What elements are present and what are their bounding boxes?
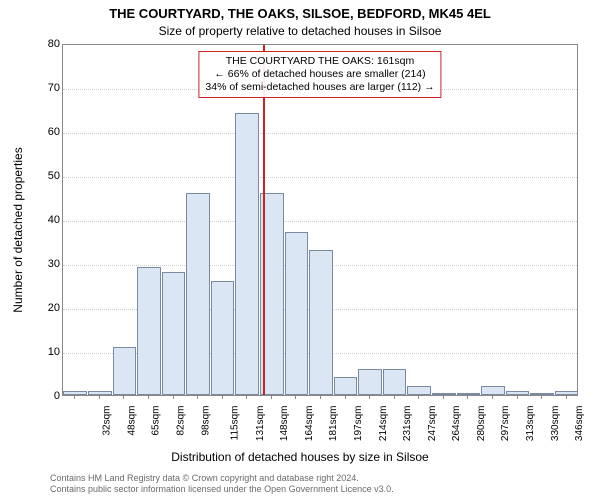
x-tick-mark [418,395,419,399]
x-tick-mark [197,395,198,399]
x-tick-label: 164sqm [304,406,315,442]
chart-title: THE COURTYARD, THE OAKS, SILSOE, BEDFORD… [0,6,600,21]
y-tick-label: 30 [30,258,60,270]
y-tick-label: 80 [30,38,60,50]
x-tick-mark [246,395,247,399]
x-tick-mark [394,395,395,399]
x-tick-label: 346sqm [574,406,585,442]
y-tick-label: 60 [30,126,60,138]
x-tick-mark [517,395,518,399]
x-tick-mark [467,395,468,399]
x-tick-label: 313sqm [525,406,536,442]
x-tick-label: 264sqm [451,406,462,442]
license-text: Contains HM Land Registry data © Crown c… [50,473,394,494]
x-tick-label: 115sqm [229,406,240,441]
histogram-bar [309,250,333,395]
annotation-line: ← 66% of detached houses are smaller (21… [205,68,434,81]
gridline-h [63,133,577,134]
y-tick-label: 70 [30,82,60,94]
x-tick-label: 330sqm [550,406,561,442]
histogram-bar [88,391,112,395]
x-tick-label: 231sqm [402,406,413,442]
histogram-bar [235,113,259,395]
x-tick-mark [271,395,272,399]
annotation-line: THE COURTYARD THE OAKS: 161sqm [205,55,434,68]
gridline-h [63,221,577,222]
x-tick-mark [173,395,174,399]
x-tick-mark [492,395,493,399]
histogram-bar [432,393,456,395]
x-tick-label: 65sqm [151,406,162,436]
histogram-bar [113,347,137,395]
x-tick-mark [566,395,567,399]
y-tick-label: 40 [30,214,60,226]
histogram-bar [186,193,210,395]
x-tick-label: 32sqm [102,406,113,436]
x-tick-label: 131sqm [255,406,266,442]
x-tick-mark [369,395,370,399]
histogram-bar [383,369,407,395]
x-tick-mark [541,395,542,399]
gridline-h [63,177,577,178]
histogram-bar [407,386,431,395]
x-tick-mark [320,395,321,399]
x-tick-label: 82sqm [176,406,187,436]
y-tick-label: 0 [30,390,60,402]
x-tick-mark [148,395,149,399]
annotation-line: 34% of semi-detached houses are larger (… [205,81,434,94]
annotation-box: THE COURTYARD THE OAKS: 161sqm← 66% of d… [198,51,441,98]
x-tick-label: 197sqm [353,406,364,442]
histogram-bar [481,386,505,395]
x-axis-label: Distribution of detached houses by size … [0,450,600,464]
y-tick-label: 20 [30,302,60,314]
x-tick-label: 280sqm [476,406,487,442]
x-tick-mark [222,395,223,399]
x-tick-mark [74,395,75,399]
x-tick-mark [295,395,296,399]
x-tick-label: 148sqm [279,406,290,442]
x-tick-label: 247sqm [427,406,438,442]
histogram-bar [358,369,382,395]
histogram-bar [285,232,309,395]
histogram-bar [162,272,186,395]
histogram-bar [137,267,161,395]
x-tick-mark [99,395,100,399]
x-tick-mark [443,395,444,399]
x-tick-label: 48sqm [126,406,137,436]
license-line: Contains HM Land Registry data © Crown c… [50,473,394,483]
y-tick-label: 10 [30,346,60,358]
y-axis-label: Number of detached properties [11,147,25,312]
histogram-bar [211,281,235,395]
x-tick-label: 98sqm [200,406,211,436]
license-line: Contains public sector information licen… [50,484,394,494]
x-tick-label: 214sqm [378,406,389,442]
chart-subtitle: Size of property relative to detached ho… [0,24,600,38]
histogram-bar [334,377,358,395]
y-tick-label: 50 [30,170,60,182]
x-tick-mark [345,395,346,399]
x-tick-mark [123,395,124,399]
x-tick-label: 181sqm [329,406,340,442]
plot-area: THE COURTYARD THE OAKS: 161sqm← 66% of d… [62,44,578,396]
x-tick-label: 297sqm [501,406,512,442]
